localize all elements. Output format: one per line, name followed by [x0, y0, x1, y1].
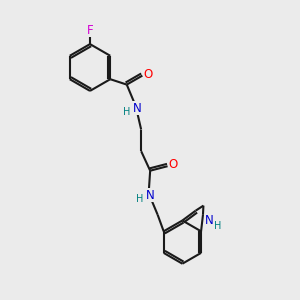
- Text: N: N: [133, 102, 142, 115]
- Text: F: F: [87, 24, 93, 37]
- Text: O: O: [143, 68, 152, 81]
- Text: H: H: [136, 194, 143, 204]
- Text: N: N: [146, 189, 154, 202]
- Text: H: H: [214, 221, 221, 231]
- Text: H: H: [123, 107, 130, 117]
- Text: O: O: [168, 158, 178, 171]
- Text: N: N: [205, 214, 214, 227]
